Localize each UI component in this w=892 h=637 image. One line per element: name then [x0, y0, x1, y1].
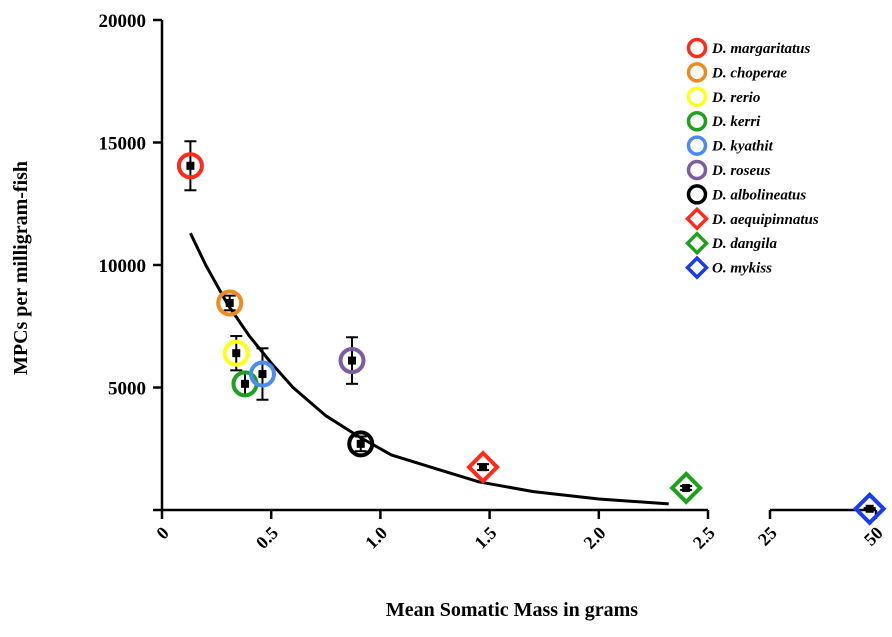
legend-diamond-icon — [685, 255, 709, 280]
legend-circle-icon — [686, 37, 708, 59]
x-axis-title: Mean Somatic Mass in grams — [386, 599, 638, 621]
legend-circle-icon — [686, 86, 708, 108]
y-tick-label: 10000 — [99, 256, 147, 277]
legend-label: O. mykiss — [712, 261, 772, 277]
circle-marker — [338, 347, 366, 375]
data-point-d-kyathit — [248, 347, 276, 401]
legend-item-d-kerri: D. kerri — [686, 110, 761, 132]
mean-square-marker — [240, 379, 249, 388]
mean-square-marker — [225, 298, 234, 307]
x-tick-label: 0.5 — [252, 523, 282, 553]
x-tick-label: 25 — [754, 523, 781, 550]
x-tick-label: 2.5 — [689, 523, 719, 553]
legend-item-d-choperae: D. choperae — [686, 62, 787, 83]
legend-item-d-margaritatus: D. margaritatus — [686, 37, 811, 59]
legend-label: D. albolineatus — [711, 187, 806, 203]
x-tick-label: 1.0 — [361, 523, 391, 553]
mean-square-marker — [682, 483, 691, 492]
circle-marker — [222, 339, 250, 367]
legend-label: D. kyathit — [711, 139, 774, 155]
diamond-marker — [466, 450, 500, 484]
mean-square-marker — [258, 370, 267, 379]
mean-square-marker — [186, 161, 195, 170]
legend-label: D. margaritatus — [711, 41, 811, 57]
circle-marker — [216, 289, 244, 317]
mean-square-marker — [479, 463, 488, 472]
x-tick-label: 1.5 — [470, 523, 500, 553]
legend-circle-icon — [686, 159, 708, 181]
x-tick-label: 2.0 — [580, 523, 610, 553]
legend-diamond-icon — [685, 231, 709, 256]
legend-label: D. dangila — [711, 236, 778, 252]
legend-item-d-rerio: D. rerio — [686, 86, 760, 108]
data-point-d-choperae — [216, 289, 244, 317]
legend-label: D. choperae — [711, 65, 787, 81]
data-point-d-rerio — [222, 335, 250, 372]
legend: D. margaritatus D. choperae D. rerio D. ker… — [685, 37, 819, 280]
legend-label: D. aequipinnatus — [711, 212, 819, 228]
legend-diamond-icon — [685, 206, 709, 231]
y-axis-title: MPCs per milligram-fish — [10, 161, 32, 375]
data-point-d-margaritatus — [176, 140, 204, 192]
legend-item-d-dangila: D. dangila — [685, 231, 778, 256]
diamond-marker — [669, 471, 703, 505]
data-point-d-roseus — [338, 336, 366, 385]
legend-circle-icon — [686, 184, 708, 205]
legend-item-d-aequipinnatus: D. aequipinnatus — [685, 206, 819, 231]
y-tick-label: 20000 — [99, 11, 147, 32]
data-points-group — [176, 140, 887, 526]
legend-item-o-mykiss: O. mykiss — [685, 255, 772, 280]
y-tick-label: 5000 — [108, 379, 146, 400]
mean-square-marker — [865, 504, 874, 513]
circle-marker — [347, 430, 375, 458]
y-tick-label: 15000 — [99, 134, 147, 155]
data-point-o-mykiss — [852, 491, 887, 526]
data-point-d-albolineatus — [347, 430, 375, 458]
mean-square-marker — [356, 439, 365, 448]
legend-circle-icon — [686, 135, 708, 156]
legend-item-d-albolineatus: D. albolineatus — [686, 184, 806, 205]
x-tick-label: 50 — [860, 523, 887, 550]
legend-circle-icon — [686, 62, 708, 83]
x-tick-label: 0 — [152, 523, 173, 544]
legend-label: D. roseus — [711, 163, 771, 179]
data-point-d-dangila — [669, 471, 703, 505]
circle-marker — [176, 152, 204, 180]
mean-square-marker — [348, 356, 357, 365]
legend-circle-icon — [686, 110, 708, 132]
legend-label: D. rerio — [711, 90, 760, 106]
data-point-d-aequipinnatus — [466, 450, 500, 484]
legend-item-d-roseus: D. roseus — [686, 159, 771, 181]
diamond-marker — [852, 491, 887, 526]
mean-square-marker — [232, 349, 241, 358]
circle-marker — [248, 360, 276, 388]
legend-item-d-kyathit: D. kyathit — [686, 135, 774, 156]
legend-label: D. kerri — [711, 114, 761, 130]
